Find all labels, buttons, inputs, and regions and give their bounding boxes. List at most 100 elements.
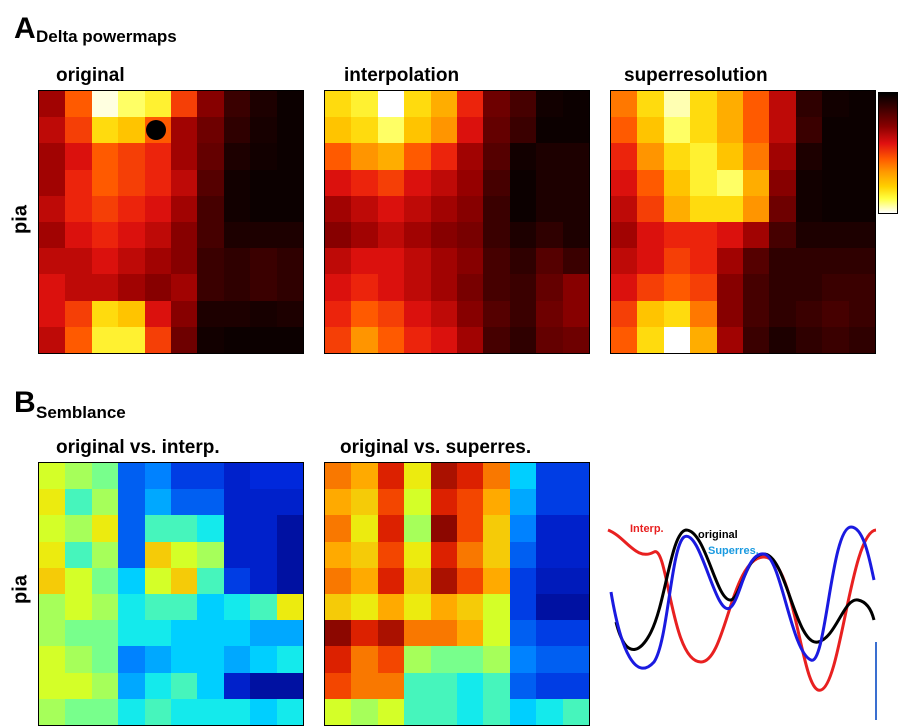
heatmap-cell [325,698,352,725]
heatmap-cell [536,195,564,223]
heatmap-cell [250,489,278,516]
heatmap-cell [404,195,432,223]
heatmap-cell [483,326,511,353]
map-a1-title: original [56,65,125,86]
heatmap-cell [325,672,352,700]
map-a3-title: superresolution [624,65,768,86]
heatmap-cell [171,326,198,353]
heatmap-cell [483,300,511,328]
heatmap-cell [223,91,251,118]
heatmap-cell [65,143,93,171]
heatmap-cell [457,117,484,144]
heatmap-cell [118,195,146,223]
heatmap-cell [325,195,352,223]
heatmap-cell [325,143,352,171]
heatmap-cell [509,463,537,490]
heatmap-cell [483,672,511,700]
heatmap-cell [509,222,537,249]
heatmap-cell [483,646,511,674]
heatmap-cell [223,222,251,249]
heatmap-cell [39,620,66,647]
heatmap-cell [91,143,119,171]
heatmap-cell [457,698,484,725]
heatmap-cell [848,222,875,249]
heatmap-cell [118,672,146,700]
heatmap-cell [171,489,198,516]
heatmap-cell [509,567,537,595]
heatmap-cell [351,326,379,353]
heatmap-cell [223,463,251,490]
heatmap-cell [91,489,119,516]
heatmap-cell [848,143,875,171]
heatmap-cell [118,463,146,490]
heatmap-cell [276,515,303,543]
heatmap-cell [39,672,66,700]
heatmap-cell [509,169,537,197]
heatmap-cell [91,91,119,118]
heatmap-cell [430,195,458,223]
heatmap-cell [144,169,172,197]
heatmap-cell [276,489,303,516]
heatmap-cell [404,222,432,249]
recording-site-dot [146,120,166,140]
heatmap-cell [562,594,589,621]
heatmap-cell [276,117,303,144]
heatmap-cell [637,91,665,118]
heatmap-cell [430,326,458,353]
heatmap-cell [377,489,405,516]
heatmap-cell [91,541,119,569]
heatmap-cell [483,169,511,197]
heatmap-cell [325,620,352,647]
heatmap-cell [769,274,797,302]
heatmap-cell [483,620,511,647]
heatmap-cell [457,169,484,197]
heatmap-cell [65,672,93,700]
heatmap-cell [197,594,225,621]
heatmap-cell [663,195,691,223]
heatmap-cell [822,117,850,144]
heatmap-cell [430,515,458,543]
heatmap-cell [276,463,303,490]
heatmap-cell [39,489,66,516]
heatmap-cell [562,541,589,569]
heatmap-cell [197,274,225,302]
heatmap-cell [430,672,458,700]
heatmap-cell [118,515,146,543]
heatmap-cell [716,117,744,144]
waveforms-illustration [607,525,877,720]
heatmap-cell [171,195,198,223]
heatmap-cell [118,541,146,569]
heatmap-cell [404,274,432,302]
heatmap-cell [848,117,875,144]
panel-b-title: Semblance [36,403,126,422]
heatmap-cell [404,143,432,171]
heatmap-cell [171,515,198,543]
heatmap-cell [377,248,405,275]
heatmap-cell [611,91,638,118]
heatmap-cell [457,326,484,353]
heatmap-cell [351,672,379,700]
heatmap-cell [250,620,278,647]
heatmap-cell [663,117,691,144]
heatmap-cell [769,222,797,249]
heatmap-cell [562,698,589,725]
heatmap-cell [197,143,225,171]
heatmap-cell [91,463,119,490]
heatmap-cell [716,274,744,302]
panel-a-letter: A [14,12,36,45]
heatmap-cell [690,169,718,197]
original-label: original [698,529,738,541]
heatmap-cell [536,91,564,118]
heatmap-cell [276,326,303,353]
heatmap-cell [611,248,638,275]
heatmap-cell [197,117,225,144]
heatmap-cell [250,672,278,700]
heatmap-cell [377,300,405,328]
heatmap-cell [562,620,589,647]
heatmap-cell [223,117,251,144]
heatmap-cell [144,91,172,118]
heatmap-cell [171,169,198,197]
heatmap-cell [562,195,589,223]
heatmap-cell [536,274,564,302]
heatmap-cell [39,541,66,569]
